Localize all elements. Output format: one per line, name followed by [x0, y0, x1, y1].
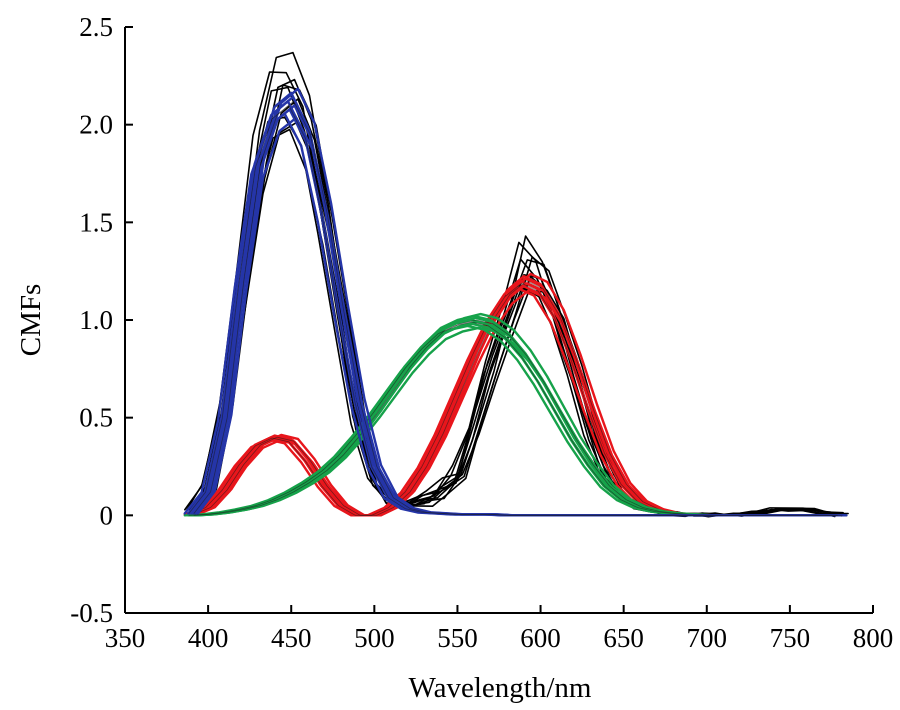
x-tick-label: 600: [520, 623, 561, 653]
series-inner-line: [188, 321, 838, 516]
x-tick-label: 700: [687, 623, 728, 653]
y-tick-label: 1.0: [79, 305, 113, 335]
y-tick-label: 2.0: [79, 110, 113, 140]
x-tick-label: 500: [354, 623, 395, 653]
x-axis-title: Wavelength/nm: [409, 672, 592, 704]
y-tick-label: 0: [100, 500, 114, 530]
x-tick-label: 450: [271, 623, 312, 653]
series-line: [187, 318, 838, 517]
x-tick-label: 550: [437, 623, 478, 653]
x-tick-label: 400: [188, 623, 229, 653]
series-line: [195, 116, 846, 517]
y-axis-title: CMFs: [15, 284, 47, 357]
y-tick-label: 2.5: [79, 12, 113, 42]
series-line: [195, 289, 846, 517]
series-line: [193, 104, 845, 517]
series-inner-line: [193, 100, 843, 516]
y-tick-label: -0.5: [70, 598, 113, 628]
y-tick-label: 0.5: [79, 403, 113, 433]
series-red-bundle: [183, 272, 848, 517]
x-tick-label: 800: [853, 623, 894, 653]
series-green-bundle: [183, 312, 848, 517]
series-line: [188, 108, 840, 517]
series-line: [188, 322, 840, 517]
series-line: [187, 279, 838, 517]
series-inner-line: [193, 280, 843, 516]
series-blue-bundle: [183, 87, 848, 517]
y-tick-label: 1.5: [79, 207, 113, 237]
series-line: [183, 324, 835, 517]
x-ticks: 350 400 450 500 550 600 650 700 750 800: [105, 605, 894, 653]
observer-curve: [195, 121, 846, 516]
y-ticks: -0.5 0 0.5 1.0 1.5 2.0 2.5: [70, 12, 133, 628]
curve-layer: [183, 51, 849, 518]
x-tick-label: 650: [603, 623, 644, 653]
x-tick-label: 350: [105, 623, 146, 653]
series-line: [192, 277, 843, 517]
x-tick-label: 750: [770, 623, 811, 653]
series-inner-line: [188, 282, 838, 516]
